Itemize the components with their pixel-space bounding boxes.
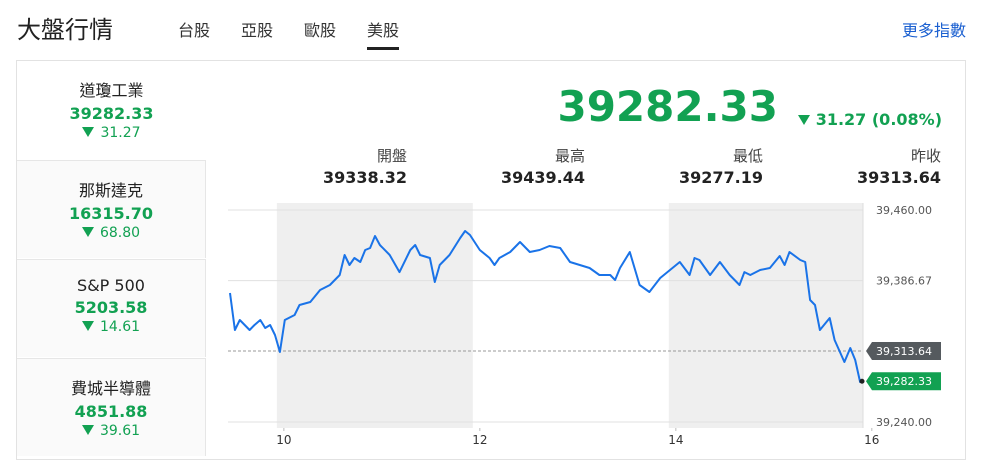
index-change-text: 68.80 — [99, 225, 141, 241]
index-item[interactable]: 那斯達克 16315.70 68.80 — [17, 160, 206, 258]
tab-active[interactable]: 美股 — [367, 17, 400, 50]
stat: 開盤 39338.32 — [247, 145, 407, 187]
index-change: 14.61 — [17, 319, 205, 335]
index-name: 費城半導體 — [70, 379, 151, 398]
tab[interactable]: 歐股 — [304, 21, 337, 40]
index-item[interactable]: S&P 500 5203.58 14.61 — [17, 259, 206, 357]
more-link[interactable]: 更多指數 — [901, 21, 966, 40]
down-arrow — [82, 127, 95, 137]
index-change-text: 31.27 — [100, 125, 141, 141]
stat: 昨收 39313.64 — [781, 145, 941, 187]
x-tick-label: 10 — [276, 433, 291, 447]
index-change: 68.80 — [17, 225, 205, 241]
last-point — [859, 378, 865, 384]
stat-label: 開盤 — [376, 147, 407, 165]
shade-band — [276, 203, 473, 428]
stat-value: 39313.64 — [856, 168, 941, 187]
index-change-text: 14.61 — [99, 319, 141, 335]
index-price: 16315.70 — [68, 204, 153, 223]
index-change: 31.27 — [17, 125, 206, 141]
last-label-text: 39,282.33 — [876, 375, 932, 388]
page-title: 大盤行情 — [17, 16, 113, 44]
quote-change: 31.27 (0.08%) — [797, 110, 942, 129]
stat-value: 39277.19 — [678, 168, 763, 187]
index-price: 5203.58 — [74, 298, 148, 317]
down-arrow — [81, 321, 94, 331]
index-item[interactable]: 道瓊工業 39282.33 31.27 — [17, 61, 206, 159]
quote-price: 39282.33 — [557, 82, 778, 131]
reference-label-text: 39,313.64 — [876, 345, 932, 358]
y-tick-label: 39,240.00 — [876, 416, 932, 429]
stat-value: 39439.44 — [500, 168, 585, 187]
index-name: 那斯達克 — [78, 181, 143, 200]
stat: 最低 39277.19 — [603, 145, 763, 187]
index-change-text: 39.61 — [99, 423, 141, 439]
stat: 最高 39439.44 — [425, 145, 585, 187]
shade-band — [668, 203, 863, 428]
tab[interactable]: 台股 — [178, 21, 211, 40]
down-arrow — [797, 115, 810, 125]
quote-change-text: 31.27 (0.08%) — [815, 110, 942, 129]
index-name: S&P 500 — [77, 276, 145, 295]
panel — [16, 60, 966, 460]
index-item[interactable]: 費城半導體 4851.88 39.61 — [17, 358, 206, 456]
x-tick-label: 14 — [668, 433, 683, 447]
index-change: 39.61 — [17, 423, 205, 439]
stat-label: 昨收 — [910, 147, 941, 165]
y-tick-label: 39,386.67 — [876, 275, 932, 288]
reference-label-box — [866, 342, 941, 361]
stat-label: 最低 — [732, 147, 763, 165]
index-price: 4851.88 — [74, 402, 148, 421]
index-price: 39282.33 — [69, 104, 154, 123]
index-name: 道瓊工業 — [79, 81, 144, 100]
tab[interactable]: 亞股 — [241, 21, 274, 40]
y-tick-label: 39,460.00 — [876, 204, 932, 217]
stat-value: 39338.32 — [322, 168, 407, 187]
down-arrow — [81, 425, 94, 435]
x-tick-label: 16 — [864, 433, 879, 447]
x-tick-label: 12 — [472, 433, 487, 447]
price-line — [229, 230, 863, 383]
last-label-box — [866, 372, 941, 391]
stat-label: 最高 — [554, 147, 585, 165]
down-arrow — [81, 227, 94, 237]
